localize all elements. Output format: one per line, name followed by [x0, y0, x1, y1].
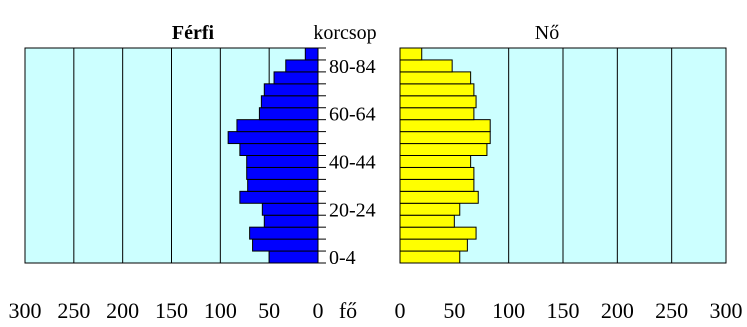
- age-group-label: 40-44: [329, 151, 376, 173]
- female-bar: [400, 144, 487, 156]
- male-bar: [259, 108, 318, 120]
- female-tick-label: 200: [601, 298, 634, 323]
- female-tick-label: 0: [395, 298, 406, 323]
- female-bar: [400, 203, 460, 215]
- male-bar: [248, 179, 318, 191]
- male-bar: [247, 167, 318, 179]
- female-tick-label: 250: [655, 298, 688, 323]
- male-bar: [269, 251, 318, 263]
- female-bar: [400, 215, 454, 227]
- female-axis-ticks: 0 50 100 150 200 250 300: [395, 298, 743, 323]
- female-bar: [400, 84, 474, 96]
- male-bar: [240, 191, 318, 203]
- male-bar: [261, 96, 318, 108]
- female-tick-label: 50: [443, 298, 465, 323]
- male-axis-ticks: 300 250 200 150 100 50 0: [9, 298, 324, 323]
- male-bar: [237, 120, 318, 132]
- male-bar: [264, 84, 318, 96]
- male-panel-title: Férfi: [172, 22, 215, 44]
- female-bar: [400, 132, 490, 144]
- age-axis: 80-84 60-64 40-44 20-24 0-4: [318, 48, 376, 269]
- female-bar: [400, 227, 476, 239]
- female-bar: [400, 72, 471, 84]
- male-bar: [228, 132, 318, 144]
- age-group-label: 20-24: [329, 199, 376, 221]
- male-tick-label: 0: [313, 298, 324, 323]
- female-bar: [400, 60, 452, 72]
- male-bar: [286, 60, 318, 72]
- value-axis-unit: fő: [339, 298, 357, 323]
- age-group-label: 80-84: [329, 56, 376, 78]
- male-tick-label: 300: [9, 298, 42, 323]
- male-tick-label: 100: [204, 298, 237, 323]
- male-tick-label: 250: [57, 298, 90, 323]
- male-bar: [305, 48, 318, 60]
- male-tick-label: 50: [258, 298, 280, 323]
- male-bar: [247, 156, 318, 168]
- age-group-label: 0-4: [329, 247, 356, 269]
- female-bar: [400, 251, 460, 263]
- male-bar: [240, 144, 318, 156]
- female-tick-label: 300: [710, 298, 743, 323]
- male-bar: [264, 215, 318, 227]
- male-tick-label: 200: [106, 298, 139, 323]
- female-bar: [400, 239, 467, 251]
- female-bar: [400, 48, 422, 60]
- female-bar: [400, 120, 490, 132]
- female-panel-title: Nő: [535, 22, 559, 44]
- male-bar: [274, 72, 318, 84]
- female-bar: [400, 156, 471, 168]
- age-axis-title: korcsop: [313, 22, 376, 44]
- age-group-label: 60-64: [329, 104, 376, 126]
- male-bar: [262, 203, 318, 215]
- male-tick-label: 150: [155, 298, 188, 323]
- female-bar: [400, 167, 474, 179]
- female-tick-label: 100: [492, 298, 525, 323]
- female-tick-label: 150: [547, 298, 580, 323]
- male-bar: [253, 239, 318, 251]
- female-bar: [400, 191, 478, 203]
- female-bar: [400, 179, 474, 191]
- male-bar: [250, 227, 318, 239]
- female-bar: [400, 96, 476, 108]
- female-bar: [400, 108, 474, 120]
